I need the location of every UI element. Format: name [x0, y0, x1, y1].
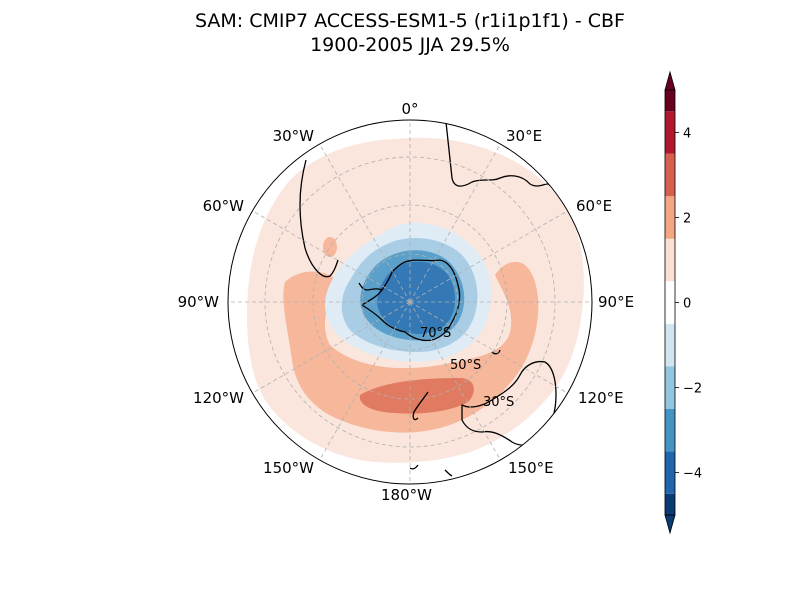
- meridian-120w: [243, 301, 411, 399]
- lon-label-180w: 180°W: [381, 486, 432, 504]
- colorbar-segment: [665, 238, 675, 282]
- lat-label-70s: 70°S: [420, 326, 451, 341]
- colorbar-tick-label: −4: [683, 467, 702, 482]
- africa-coast: [445, 121, 551, 187]
- colorbar-segment: [665, 111, 675, 154]
- colorbar-segment: [665, 408, 675, 452]
- south-america-coast: [299, 159, 339, 278]
- colorbar-tick-label: 2: [683, 212, 691, 227]
- colorbar-segment: [665, 90, 675, 112]
- lat-label-50s: 50°S: [450, 358, 481, 373]
- latitude-labels: 30°S 50°S 70°S: [420, 326, 514, 410]
- australia-coast: [461, 360, 557, 446]
- lon-label-150e: 150°E: [508, 459, 554, 477]
- islands-south: [409, 464, 453, 477]
- colorbar-segment: [665, 366, 675, 409]
- lon-label-60w: 60°W: [203, 197, 245, 215]
- meridian-60w: [243, 205, 411, 303]
- chart-title: SAM: CMIP7 ACCESS-ESM1-5 (r1i1p1f1) - CB…: [195, 10, 625, 32]
- lat-label-30s: 30°S: [483, 395, 514, 410]
- lat-circle-70s: [361, 253, 459, 351]
- longitude-labels: 0° 30°E 60°E 90°E 120°E 150°E 180°W 150°…: [178, 100, 635, 504]
- colorbar-tick-label: 0: [683, 297, 691, 312]
- map-boundary: [227, 119, 593, 485]
- meridian-30e: [409, 135, 506, 303]
- lon-label-120w: 120°W: [193, 389, 244, 407]
- lat-circle-50s: [312, 204, 508, 400]
- coastlines: [299, 121, 557, 477]
- colorbar-segment: [665, 451, 675, 494]
- contour-level-2-small: [323, 237, 337, 257]
- colorbar-tick-label: 4: [683, 127, 691, 142]
- new-zealand-coast: [412, 391, 429, 421]
- colorbar-segment: [665, 323, 675, 367]
- meridian-150e: [409, 301, 506, 469]
- colorbar-extend-max: [664, 70, 676, 91]
- lon-label-60e: 60°E: [576, 197, 612, 215]
- meridian-60e: [409, 205, 577, 303]
- antarctic-peninsula: [358, 282, 383, 291]
- colorbar-segment: [665, 493, 675, 515]
- colorbar: −4 −2 0 2 4: [664, 70, 702, 535]
- colorbar-segment: [665, 281, 675, 324]
- antarctica-coast: [361, 259, 461, 342]
- colorbar-segment: [665, 196, 675, 239]
- colorbar-extend-min: [664, 514, 676, 535]
- graticule: [228, 120, 592, 484]
- lon-label-30w: 30°W: [273, 127, 315, 145]
- lon-label-150w: 150°W: [263, 459, 314, 477]
- chart-subtitle: 1900-2005 JJA 29.5%: [310, 34, 510, 56]
- lon-label-120e: 120°E: [578, 389, 624, 407]
- lat-circle-30s: [264, 156, 556, 448]
- contour-level-2-south: [283, 261, 539, 433]
- contour-level-neg4: [377, 261, 456, 334]
- meridian-120e: [409, 301, 577, 399]
- contour-level-3: [359, 378, 474, 414]
- lon-label-90w: 90°W: [178, 293, 220, 311]
- tasmania-coast: [491, 349, 501, 355]
- lon-label-90e: 90°E: [598, 293, 634, 311]
- colorbar-segment: [665, 153, 675, 197]
- colorbar-tick-label: −2: [683, 382, 702, 397]
- lon-label-0: 0°: [401, 100, 418, 118]
- map-area: [228, 120, 592, 484]
- meridian-30w: [314, 135, 411, 303]
- lon-label-30e: 30°E: [506, 127, 542, 145]
- meridian-150w: [314, 301, 411, 469]
